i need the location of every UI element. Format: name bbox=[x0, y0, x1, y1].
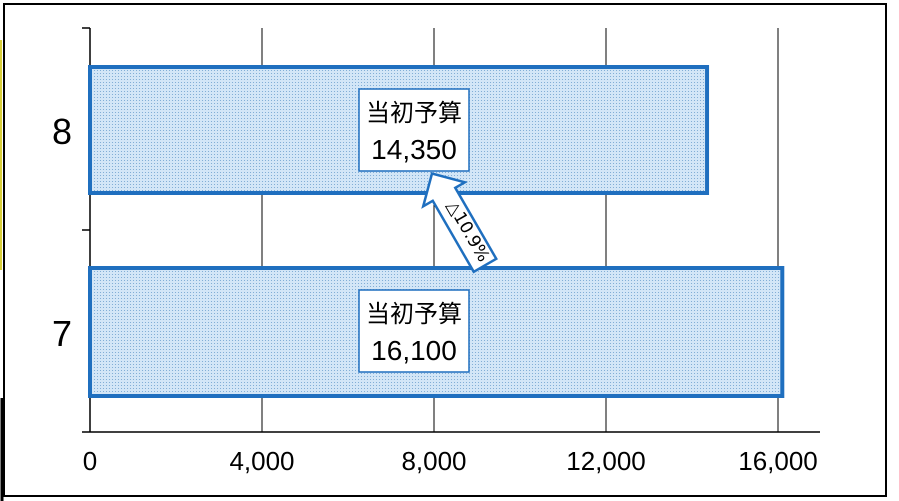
x-tick-label-3: 12,000 bbox=[566, 446, 646, 476]
category-label-7: 7 bbox=[52, 313, 72, 354]
bar-labels: 当初予算 16,100 当初予算 14,350 bbox=[358, 88, 470, 373]
category-label-8: 8 bbox=[52, 111, 72, 152]
bar-label-value-7: 16,100 bbox=[371, 335, 457, 366]
x-tick-label-1: 4,000 bbox=[229, 446, 294, 476]
category-labels: 78 bbox=[52, 111, 72, 354]
bar-label-box-8 bbox=[358, 88, 470, 172]
bar-label-title-7: 当初予算 bbox=[366, 300, 462, 328]
bar-label-box-7 bbox=[358, 289, 470, 373]
chart-frame bbox=[3, 3, 887, 497]
x-tick-labels: 0 4,000 8,000 12,000 16,000 bbox=[83, 446, 818, 476]
bar-label-value-8: 14,350 bbox=[371, 134, 457, 165]
x-tick-label-4: 16,000 bbox=[738, 446, 818, 476]
x-tick-label-0: 0 bbox=[83, 446, 97, 476]
arrow-shape bbox=[421, 171, 498, 274]
bar-label-title-8: 当初予算 bbox=[366, 99, 462, 127]
x-tick-label-2: 8,000 bbox=[401, 446, 466, 476]
